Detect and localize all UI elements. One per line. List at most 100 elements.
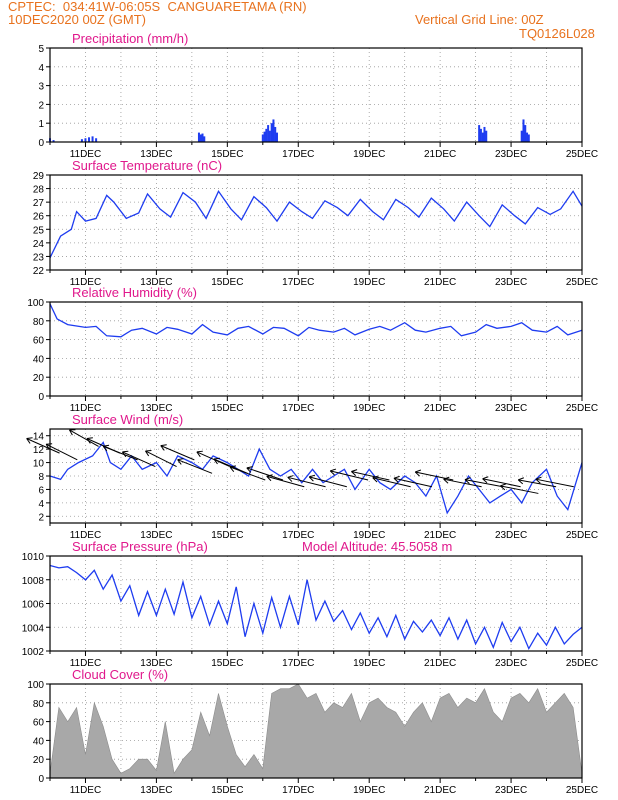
wind-arrowhead (500, 485, 506, 491)
y-tick-label: 4 (38, 63, 44, 74)
wind-arrowhead (500, 483, 507, 487)
y-tick-label: 1006 (22, 600, 45, 611)
precip-bar (520, 130, 523, 142)
y-tick-label: 25 (33, 225, 45, 236)
x-date-label: 25DEC (566, 785, 598, 796)
wind-arrowhead (351, 469, 358, 473)
wind-arrowhead (482, 478, 488, 484)
wind-arrowhead (246, 467, 252, 473)
wind-arrowhead (464, 479, 470, 484)
wind-arrow (246, 467, 284, 481)
x-date-label: 25DEC (566, 149, 598, 160)
x-date-label: 11DEC (70, 149, 102, 160)
x-date-label: 15DEC (211, 658, 243, 669)
y-tick-label: 80 (33, 699, 45, 710)
y-tick-label: 12 (33, 445, 45, 456)
y-tick-label: 1004 (22, 623, 45, 634)
wind-arrow (518, 479, 557, 488)
x-date-label: 19DEC (353, 403, 385, 414)
cloud-cover-area (49, 683, 583, 779)
wind-arrow (122, 451, 156, 468)
precip-bar (91, 136, 94, 142)
precip-bar (526, 132, 529, 142)
wind-arrowhead (26, 437, 33, 439)
x-date-label: 11DEC (70, 277, 102, 288)
x-date-label: 21DEC (424, 658, 456, 669)
y-tick-label: 1008 (22, 576, 45, 587)
panel-title-0: Precipitation (mm/h) (72, 31, 188, 46)
wind-arrow (102, 445, 138, 461)
y-tick-label: 0 (38, 138, 44, 149)
y-tick-label: 20 (33, 755, 45, 766)
x-date-label: 13DEC (140, 277, 172, 288)
y-tick-label: 80 (33, 317, 45, 328)
station-header: CPTEC: 034:41W-06:05S CANGUARETAMA (RN) (8, 0, 307, 14)
panel-frame-2 (49, 301, 583, 397)
precip-bar (483, 126, 486, 142)
y-tick-label: 1002 (22, 647, 45, 658)
y-tick-label: 60 (33, 718, 45, 729)
wind-arrowhead (351, 471, 357, 477)
x-date-label: 17DEC (282, 149, 314, 160)
wind-arrowhead (415, 469, 422, 473)
x-date-label: 11DEC (70, 785, 102, 796)
x-date-label: 23DEC (495, 149, 527, 160)
x-date-label: 15DEC (211, 530, 243, 541)
x-date-label: 13DEC (140, 403, 172, 414)
x-date-label: 25DEC (566, 530, 598, 541)
precip-bar (52, 140, 55, 142)
wind-arrowhead (145, 450, 150, 457)
y-tick-label: 6 (38, 485, 44, 496)
y-tick-label: 23 (33, 252, 45, 263)
wind-arrowhead (287, 476, 293, 482)
precip-bar (272, 119, 275, 142)
wind-arrow (145, 450, 177, 468)
wind-arrow (26, 438, 60, 454)
code-header: TQ0126L028 (519, 26, 595, 41)
wind-arrowhead (393, 477, 399, 483)
y-tick-label: 1010 (22, 552, 45, 563)
wind-arrowhead (177, 458, 184, 461)
wind-arrow (393, 477, 433, 488)
y-tick-label: 4 (38, 499, 44, 510)
x-date-label: 13DEC (140, 785, 172, 796)
wind-arrowhead (102, 445, 108, 452)
wind-arrowhead (535, 478, 541, 484)
x-date-label: 13DEC (140, 530, 172, 541)
wind-arrowhead (45, 443, 50, 450)
x-date-label: 19DEC (353, 785, 385, 796)
precip-bar (527, 134, 530, 142)
wind-arrow (160, 445, 195, 461)
run-date-header: 10DEC2020 00Z (GMT) (8, 12, 146, 27)
x-date-label: 15DEC (211, 785, 243, 796)
precip-bar (88, 137, 91, 142)
wind-arrowhead (482, 476, 489, 480)
x-date-label: 19DEC (353, 530, 385, 541)
wind-arrowhead (121, 451, 127, 458)
wind-arrowhead (443, 476, 450, 480)
precip-bar (275, 132, 278, 142)
panel-frame-3 (49, 428, 583, 524)
x-date-label: 13DEC (140, 658, 172, 669)
wind-arrowhead (86, 437, 93, 439)
x-date-label: 17DEC (282, 403, 314, 414)
precip-bar (80, 139, 83, 142)
wind-arrow (535, 478, 574, 488)
wind-arrowhead (122, 450, 129, 453)
precip-bar (203, 136, 206, 142)
precip-bar (485, 130, 488, 142)
precip-bar (522, 119, 525, 142)
precip-bar (265, 128, 268, 142)
wind-arrowhead (518, 477, 525, 481)
wind-arrowhead (196, 450, 203, 453)
wind-arrowhead (229, 466, 235, 473)
y-tick-label: 10 (33, 459, 45, 470)
x-date-label: 11DEC (70, 403, 102, 414)
x-date-label: 21DEC (424, 277, 456, 288)
panel-frame-0 (49, 47, 583, 143)
wind-arrowhead (330, 468, 337, 472)
wind-arrow (443, 478, 482, 488)
x-date-label: 25DEC (566, 403, 598, 414)
wind-arrow (309, 476, 347, 488)
wind-arrow (177, 459, 213, 474)
